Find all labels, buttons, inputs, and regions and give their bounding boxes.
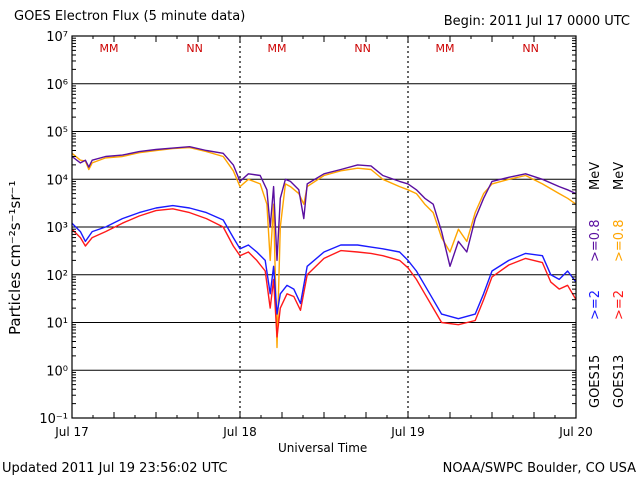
y-tick-label: 10⁻¹ [39,412,68,427]
series-layer [71,146,577,349]
legend-goes15-2mev: >=2 [588,289,603,320]
legend-goes13-label: GOES13 [612,354,627,408]
y-tick-label: 10¹ [46,317,68,332]
legend-goes15-08mev: >=0.8 [588,219,603,262]
grid-layer [72,36,576,418]
y-tick-label: 10² [46,269,68,284]
y-tick-label: 10⁷ [46,30,68,45]
legend-mev-1: MeV [588,161,603,190]
legend-goes13-2mev: >=2 [612,289,627,320]
plot-frame [71,35,577,419]
x-tick-label: Jul 20 [558,425,593,439]
x-tick-label: Jul 19 [390,425,425,439]
marker-nn: NN [522,42,538,55]
y-tick-label: 10⁴ [46,173,68,188]
chart-title: GOES Electron Flux (5 minute data) [14,9,246,24]
begin-label: Begin: 2011 Jul 17 0000 UTC [443,14,630,29]
updated-timestamp: Updated 2011 Jul 19 23:56:02 UTC [2,461,228,476]
marker-mm: MM [99,42,118,55]
series-goes13-0-8-mev [71,146,577,349]
series-goes15-0-8-mev [71,146,577,267]
x-tick-label: Jul 18 [222,425,257,439]
y-tick-label: 10³ [46,221,68,236]
marker-mm: MM [267,42,286,55]
marker-nn: NN [186,42,202,55]
y-tick-label: 10⁰ [46,364,68,379]
legend-goes13-08mev: >=0.8 [612,219,627,262]
marker-layer: MM NN MM NN MM NN [99,42,538,55]
y-axis-label: Particles cm⁻²s⁻¹sr⁻¹ [6,180,24,335]
x-tick-label: Jul 17 [54,425,89,439]
marker-nn: NN [354,42,370,55]
series-goes15-2-mev [71,204,577,320]
y-tick-label: 10⁵ [46,126,68,141]
y-tick-label: 10⁶ [46,78,68,93]
credit-label: NOAA/SWPC Boulder, CO USA [442,461,636,476]
x-axis-label: Universal Time [278,441,368,455]
marker-mm: MM [435,42,454,55]
legend-goes15-label: GOES15 [588,354,603,408]
series-goes13-2-mev [71,208,577,338]
legend-mev-2: MeV [612,161,627,190]
